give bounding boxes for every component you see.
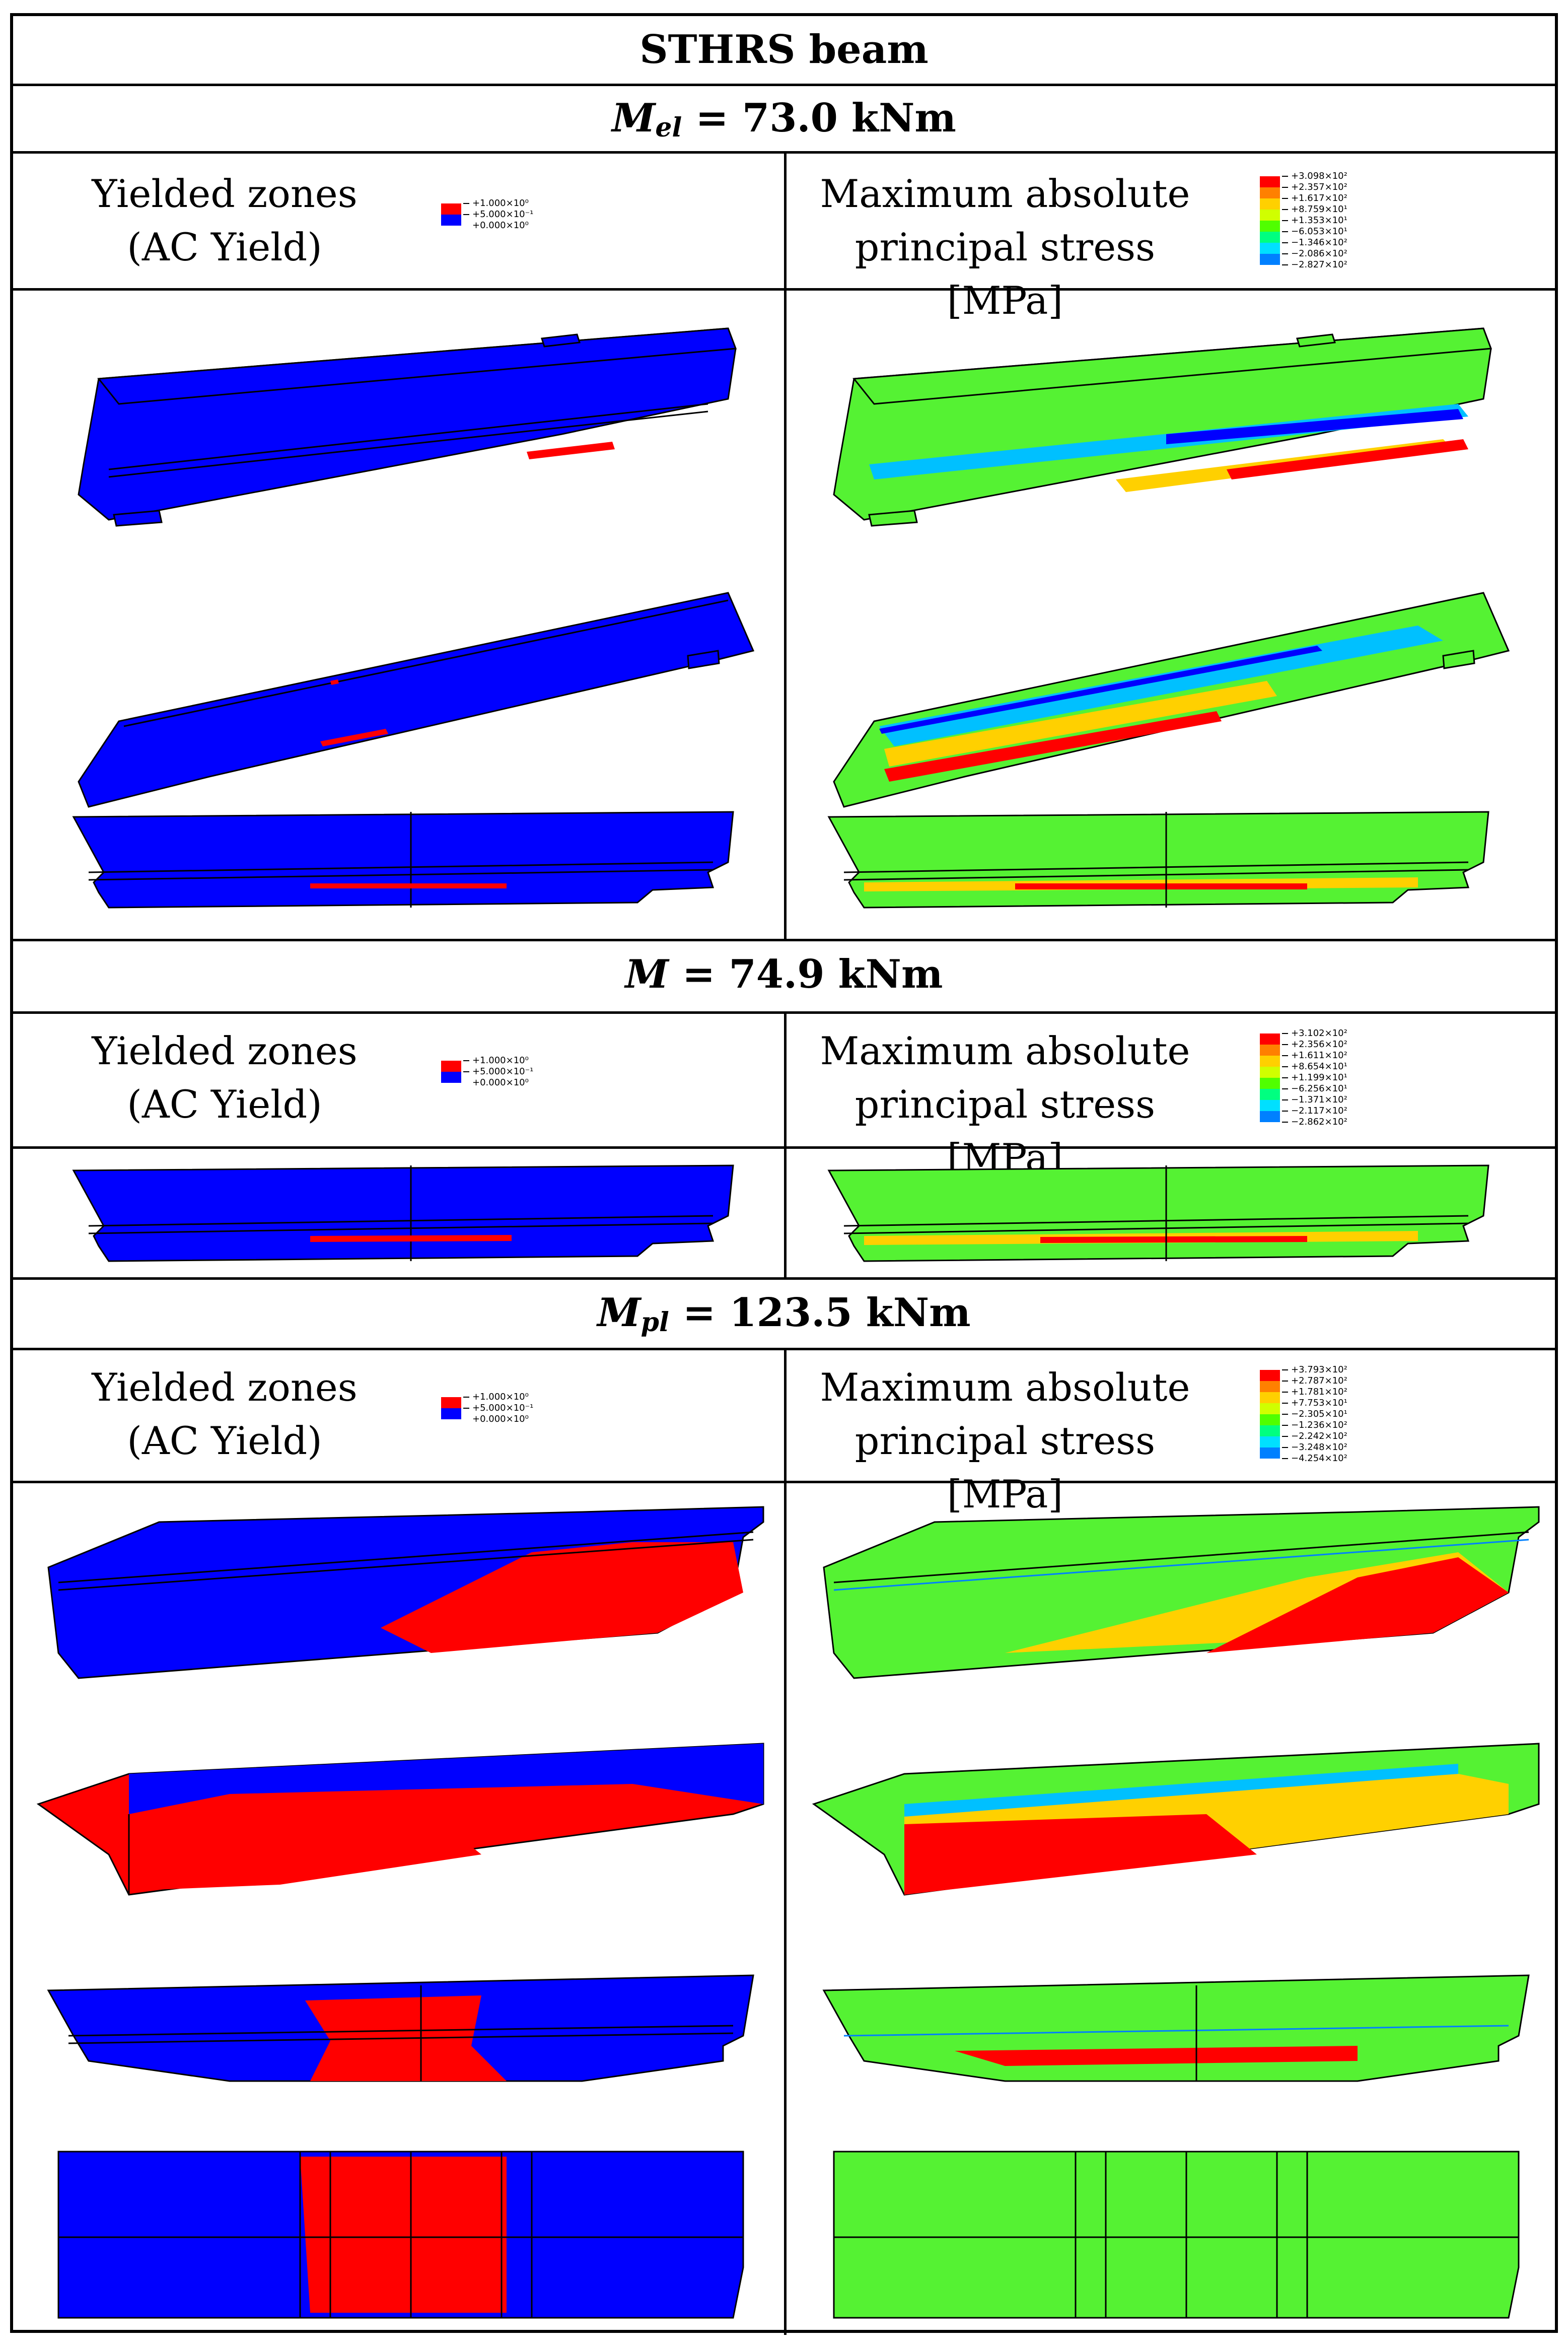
stress-legend-label: +2.787×10² xyxy=(1291,1375,1347,1386)
stress-legend-label: −1.346×10² xyxy=(1291,237,1347,248)
stress-legend-label: −4.254×10² xyxy=(1291,1453,1347,1464)
section-title-mel: Mel = 73.0 kNm xyxy=(612,95,956,143)
column-rule xyxy=(784,151,787,940)
yield-header: Yielded zones (AC Yield) xyxy=(92,1365,358,1463)
stress-legend-label: −2.242×10² xyxy=(1291,1431,1347,1441)
stress-legend-label: +2.356×10² xyxy=(1291,1039,1347,1050)
stress-legend-label: −2.305×10¹ xyxy=(1291,1409,1347,1419)
stress-legend-label: +1.617×10² xyxy=(1291,193,1347,203)
stress-legend-label: +2.357×10² xyxy=(1291,182,1347,192)
stress-legend-label: +8.654×10¹ xyxy=(1291,1061,1347,1072)
yield-header: Yielded zones (AC Yield) xyxy=(92,171,358,269)
yield-model-m xyxy=(72,1164,734,1262)
table-title: STHRS beam xyxy=(639,27,929,73)
stress-legend-label: −3.248×10² xyxy=(1291,1442,1347,1453)
stress-legend-label: −1.371×10² xyxy=(1291,1094,1347,1105)
stress-legend-label: −1.236×10² xyxy=(1291,1420,1347,1430)
stress-header: Maximum absolute principal stress [MPa] xyxy=(820,1365,1190,1516)
stress-model-mel xyxy=(833,327,1510,808)
rule xyxy=(13,84,1555,86)
stress-legend-label: −2.862×10² xyxy=(1291,1117,1347,1127)
rule xyxy=(13,1277,1555,1280)
column-rule xyxy=(784,1011,787,1278)
stress-legend-label: +1.199×10¹ xyxy=(1291,1072,1347,1083)
stress-legend-label: +3.098×10² xyxy=(1291,171,1347,181)
stress-model-mpl xyxy=(812,1506,1540,2319)
yield-header: Yielded zones (AC Yield) xyxy=(92,1028,358,1127)
yield-model-mel-bottom xyxy=(72,811,734,909)
stress-model-m xyxy=(827,1164,1489,1262)
stress-legend-label: +7.753×10¹ xyxy=(1291,1398,1347,1408)
stress-legend-label: −6.053×10¹ xyxy=(1291,226,1347,237)
stress-legend-label: −2.117×10² xyxy=(1291,1106,1347,1116)
section-title-m: M = 74.9 kNm xyxy=(625,951,943,997)
results-table: STHRS beam Mel = 73.0 kNm M = 74.9 kNm M… xyxy=(10,13,1558,2335)
stress-model-mel-bottom xyxy=(827,811,1489,909)
stress-legend-label: +1.611×10² xyxy=(1291,1050,1347,1061)
yield-model-mpl xyxy=(36,1506,764,2319)
stress-header: Maximum absolute principal stress [MPa] xyxy=(820,1028,1190,1180)
stress-legend-label: +1.353×10¹ xyxy=(1291,215,1347,226)
stress-legend-label: +3.102×10² xyxy=(1291,1028,1347,1039)
stress-legend-label: −6.256×10¹ xyxy=(1291,1083,1347,1094)
yield-model-mel xyxy=(78,327,755,808)
stress-legend-label: +3.793×10² xyxy=(1291,1364,1347,1375)
stress-legend-label: −2.827×10² xyxy=(1291,259,1347,270)
stress-header: Maximum absolute principal stress [MPa] xyxy=(820,171,1190,323)
column-rule xyxy=(784,1348,787,2335)
stress-legend-label: +8.759×10¹ xyxy=(1291,204,1347,215)
stress-legend-label: +1.781×10² xyxy=(1291,1387,1347,1397)
section-title-mpl: Mpl = 123.5 kNm xyxy=(597,1290,971,1338)
stress-legend-label: −2.086×10² xyxy=(1291,248,1347,259)
rule xyxy=(13,939,1555,941)
